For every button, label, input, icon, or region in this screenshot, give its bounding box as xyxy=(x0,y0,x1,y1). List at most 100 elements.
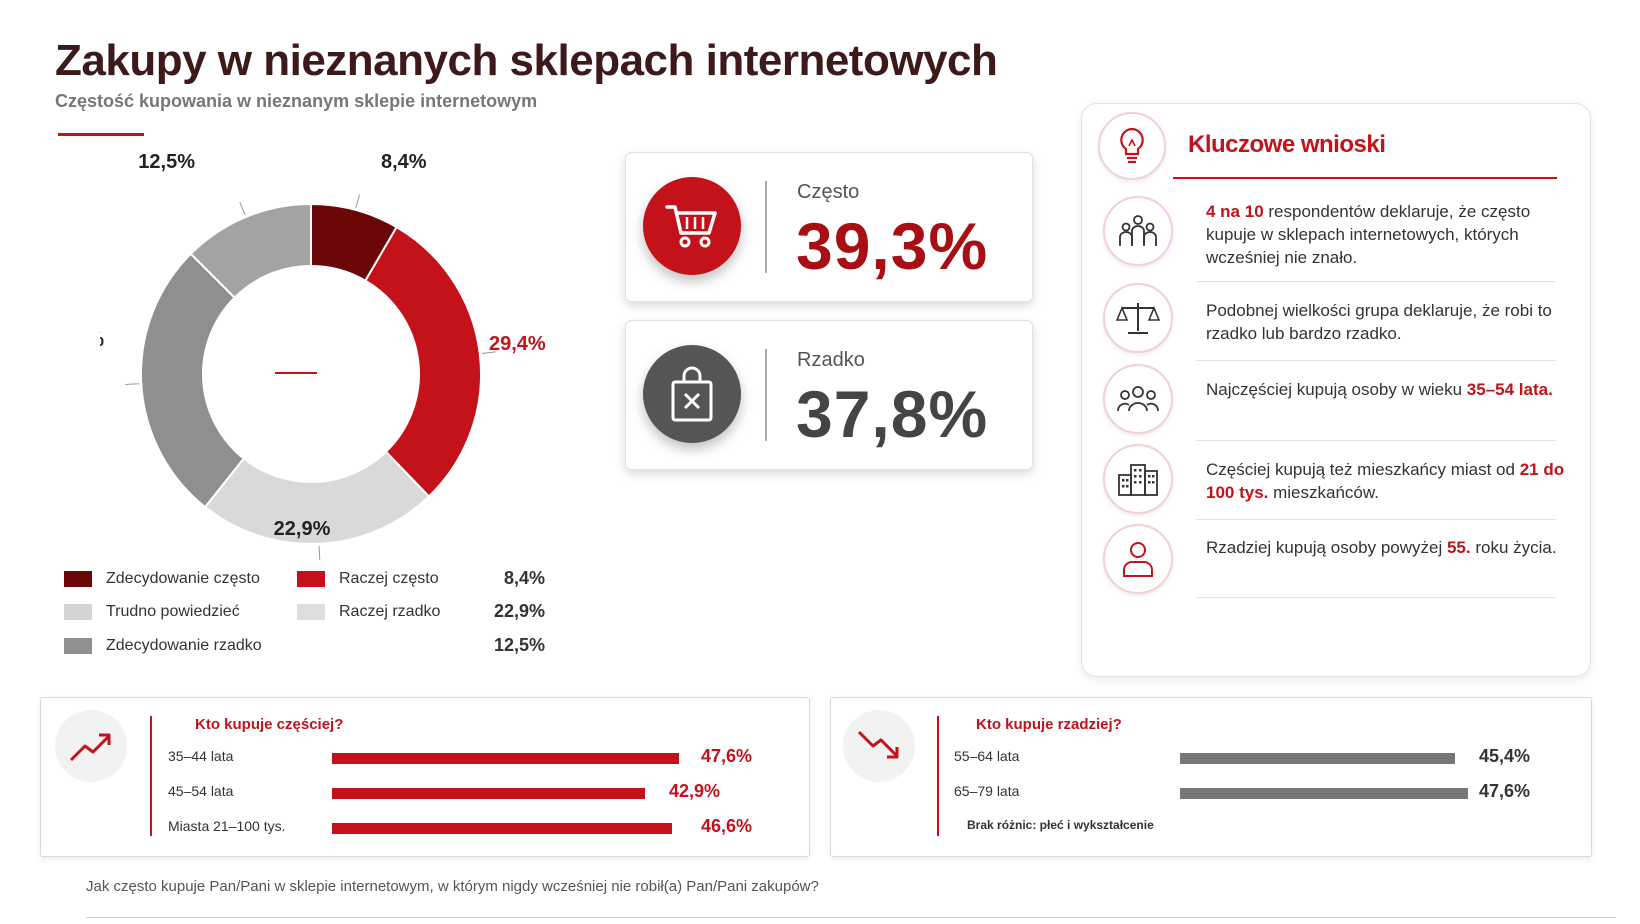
legend-item: Raczej rzadko xyxy=(297,603,440,621)
bar-label: 55–64 lata xyxy=(954,748,1020,764)
stat-icon-circle xyxy=(643,345,741,443)
trend-down-icon xyxy=(843,710,915,782)
users-icon xyxy=(1103,364,1173,434)
finding-separator xyxy=(1196,281,1556,282)
bar xyxy=(1180,753,1455,764)
key-findings-underline xyxy=(1173,177,1557,179)
bar xyxy=(1180,788,1468,799)
city-buildings-icon xyxy=(1103,444,1173,514)
legend-label: Trudno powiedzieć xyxy=(106,603,240,620)
donut-value-label: 8,4% xyxy=(381,151,427,173)
bar-label: 45–54 lata xyxy=(168,783,234,799)
finding-separator xyxy=(1196,360,1556,361)
legend-item: Raczej często xyxy=(297,570,439,588)
legend-swatch xyxy=(64,638,92,654)
finding-text: Podobnej wielkości grupa deklaruje, że r… xyxy=(1206,301,1552,343)
legend-swatch xyxy=(297,571,325,587)
person-icon xyxy=(1103,524,1173,594)
stat-value: 37,8% xyxy=(796,377,989,451)
donut-chart: 8,4% 29,4% 22,9% 26,8% 12,5% xyxy=(100,151,546,560)
bar-value-label: 47,6% xyxy=(701,746,753,766)
donut-leader-line xyxy=(125,383,140,386)
finding-text: 4 na 10 respondentów deklaruje, że częst… xyxy=(1206,200,1566,269)
stat-label: Rzadko xyxy=(797,349,865,371)
finding-highlight: 21 do 100 tys. xyxy=(1206,460,1565,502)
less-often-panel xyxy=(830,697,1592,857)
stat-divider xyxy=(765,181,767,273)
lightbulb-icon xyxy=(1098,112,1166,180)
bar-label: Miasta 21–100 tys. xyxy=(168,818,286,834)
legend-item: Zdecydowanie rzadko xyxy=(64,637,262,655)
legend-value: 8,4% xyxy=(503,568,545,588)
people-group-icon xyxy=(1103,196,1173,266)
survey-question-footnote: Jak często kupuje Pan/Pani w sklepie int… xyxy=(86,878,819,895)
finding-highlight: 55. xyxy=(1446,538,1471,557)
legend-swatch xyxy=(64,604,92,620)
legend-item: Trudno powiedzieć xyxy=(64,603,240,621)
bar xyxy=(332,788,646,799)
finding-body: respondentów deklaruje, że często kupuje… xyxy=(1206,202,1531,267)
finding-separator xyxy=(1196,519,1556,520)
shopping-bag-x-icon xyxy=(671,366,713,422)
bar-value-label: 46,6% xyxy=(701,816,753,836)
panel-note: Brak różnic: płeć i wykształcenie xyxy=(967,818,1154,832)
donut-labels: 8,4% 29,4% 22,9% 26,8% 12,5% xyxy=(100,151,546,540)
scales-icon xyxy=(1103,283,1173,353)
finding-body: Rzadziej kupują osoby powyżej xyxy=(1206,538,1447,557)
legend-swatch xyxy=(297,604,325,620)
donut-slice xyxy=(203,450,431,545)
finding-text: Rzadziej kupują osoby powyżej 55. roku ż… xyxy=(1206,536,1566,559)
panel-heading: Kto kupuje częściej? xyxy=(195,716,344,733)
donut-leader-line xyxy=(481,351,496,355)
stat-icon-circle xyxy=(643,177,741,275)
finding-text: Częściej kupują też mieszkańcy miast od … xyxy=(1206,458,1566,504)
donut-leader-lines xyxy=(125,194,496,560)
donut-value-label: 26,8% xyxy=(100,329,104,351)
stat-card-often: Często 39,3% xyxy=(625,152,1033,302)
donut-slice xyxy=(364,225,482,498)
panel-divider xyxy=(937,716,939,836)
donut-value-label: 22,9% xyxy=(274,518,331,540)
legend-label: Zdecydowanie często xyxy=(106,570,260,587)
legend-label: Raczej rzadko xyxy=(339,603,441,620)
bar-label: 65–79 lata xyxy=(954,783,1020,799)
stat-divider xyxy=(765,349,767,441)
donut-leader-line xyxy=(239,201,246,216)
donut-value-label: 12,5% xyxy=(138,151,195,173)
title-underline xyxy=(58,133,144,136)
donut-slice xyxy=(189,202,312,300)
shopping-cart-icon xyxy=(665,205,717,248)
stat-label: Często xyxy=(797,181,860,203)
bar-value-label: 47,6% xyxy=(1479,781,1531,801)
finding-body: mieszkańców. xyxy=(1268,483,1379,502)
finding-separator xyxy=(1196,440,1556,441)
trend-up-icon xyxy=(55,710,127,782)
panel-divider xyxy=(150,716,152,836)
bar-label: 35–44 lata xyxy=(168,748,234,764)
bar-value-label: 45,4% xyxy=(1479,746,1531,766)
finding-separator xyxy=(1196,597,1556,598)
panel-heading: Kto kupuje rzadziej? xyxy=(976,716,1122,733)
finding-highlight: 35–54 lata. xyxy=(1466,380,1553,399)
donut-leader-line xyxy=(318,545,321,560)
stat-card-rarely: Rzadko 37,8% xyxy=(625,320,1033,470)
legend-label: Zdecydowanie rzadko xyxy=(106,637,262,654)
bar-value-label: 42,9% xyxy=(669,781,721,801)
legend-value: 12,5% xyxy=(493,635,545,655)
finding-body: roku życia. xyxy=(1470,538,1557,557)
stat-value: 39,3% xyxy=(796,209,989,283)
page-title: Zakupy w nieznanych sklepach internetowy… xyxy=(55,36,998,85)
finding-body: Częściej kupują też mieszkańcy miast od xyxy=(1206,460,1520,479)
finding-highlight: 4 na 10 xyxy=(1206,202,1264,221)
key-findings-title: Kluczowe wnioski xyxy=(1188,131,1386,158)
finding-text: Najczęściej kupują osoby w wieku 35–54 l… xyxy=(1206,378,1566,401)
donut-value-label: 29,4% xyxy=(489,333,546,355)
finding-body: Najczęściej kupują osoby w wieku xyxy=(1206,380,1467,399)
donut-slices xyxy=(140,202,482,545)
legend-label: Raczej często xyxy=(339,570,439,587)
page-subtitle: Częstość kupowania w nieznanym sklepie i… xyxy=(55,91,538,111)
legend-item: Zdecydowanie często xyxy=(64,570,260,588)
lightbulb-icon-glyph xyxy=(1120,127,1144,164)
donut-leader-line xyxy=(355,194,360,209)
footer-divider xyxy=(86,917,1616,918)
